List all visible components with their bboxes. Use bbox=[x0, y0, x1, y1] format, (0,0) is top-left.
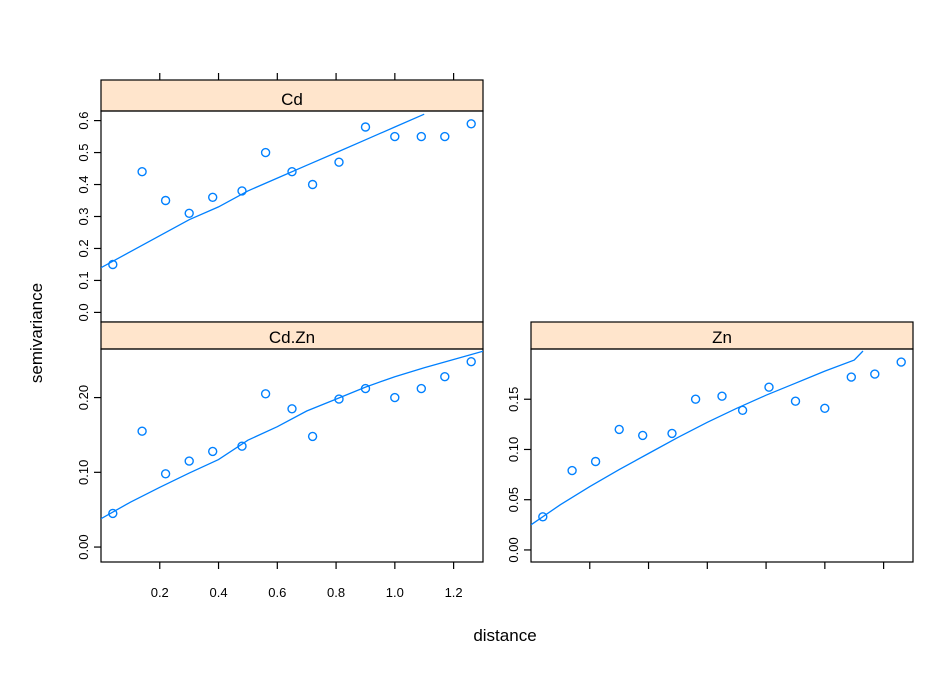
data-point-cd-zn bbox=[237, 441, 247, 451]
y-tick-label-cd: 0.6 bbox=[76, 112, 91, 130]
data-point-cd bbox=[466, 119, 476, 129]
panel-box-zn bbox=[530, 348, 914, 563]
data-point-cd-zn bbox=[137, 426, 147, 436]
panel-box-cd bbox=[100, 110, 484, 323]
data-point-zn bbox=[638, 430, 648, 441]
y-tick-label-cd: 0.4 bbox=[76, 175, 91, 193]
data-point-zn bbox=[896, 357, 906, 367]
x-tick-label: 0.2 bbox=[151, 585, 169, 600]
y-tick-label-zn: 0.10 bbox=[506, 437, 521, 462]
data-point-zn bbox=[820, 403, 830, 413]
data-point-zn bbox=[567, 465, 577, 476]
y-tick-label-cd-zn: 0.20 bbox=[76, 385, 91, 410]
panel-box-cd-zn bbox=[100, 348, 484, 563]
y-tick-label-cd: 0.5 bbox=[76, 144, 91, 162]
y-tick-label-cd: 0.1 bbox=[76, 271, 91, 289]
y-axis-title: semivariance bbox=[27, 283, 46, 383]
data-point-cd bbox=[416, 131, 426, 142]
data-point-cd-zn bbox=[287, 404, 297, 414]
x-tick-label: 0.4 bbox=[209, 585, 227, 600]
x-tick-label: 0.8 bbox=[327, 585, 345, 600]
data-point-cd bbox=[184, 208, 194, 219]
data-point-cd-zn bbox=[108, 508, 118, 519]
data-point-cd-zn bbox=[260, 389, 271, 399]
model-curve-zn bbox=[531, 350, 864, 526]
x-tick-label: 1.2 bbox=[445, 585, 463, 600]
data-point-zn bbox=[667, 428, 677, 439]
data-point-zn bbox=[846, 372, 856, 382]
data-point-cd bbox=[137, 166, 147, 177]
y-tick-label-zn: 0.05 bbox=[506, 487, 521, 512]
data-point-zn bbox=[590, 456, 601, 467]
strip-label-cd-zn: Cd.Zn bbox=[269, 328, 315, 347]
data-point-cd bbox=[160, 195, 171, 206]
data-point-zn bbox=[538, 512, 548, 522]
data-point-zn bbox=[764, 382, 774, 392]
strip-cd bbox=[100, 79, 484, 112]
strip-zn bbox=[530, 321, 914, 350]
data-point-cd-zn bbox=[360, 383, 371, 394]
strip-label-zn: Zn bbox=[712, 328, 732, 347]
data-point-cd bbox=[360, 122, 371, 132]
data-point-cd-zn bbox=[184, 456, 194, 466]
y-tick-label-cd: 0.2 bbox=[76, 239, 91, 257]
model-curve-cd bbox=[101, 113, 425, 269]
x-axis-title: distance bbox=[473, 626, 536, 645]
data-point-cd-zn bbox=[440, 372, 450, 382]
data-point-cd bbox=[108, 259, 118, 270]
y-tick-label-cd-zn: 0.00 bbox=[76, 534, 91, 559]
data-point-zn bbox=[717, 391, 727, 401]
y-tick-label-cd-zn: 0.10 bbox=[76, 460, 91, 485]
data-point-cd-zn bbox=[334, 394, 344, 404]
data-point-cd bbox=[207, 192, 218, 203]
data-point-cd-zn bbox=[160, 469, 171, 479]
data-point-cd-zn bbox=[416, 383, 426, 394]
data-point-cd bbox=[307, 179, 318, 190]
data-point-cd-zn bbox=[390, 392, 400, 403]
data-point-zn bbox=[790, 396, 801, 406]
y-tick-label-zn: 0.00 bbox=[506, 537, 521, 562]
data-point-cd-zn bbox=[307, 431, 318, 442]
data-point-zn bbox=[690, 394, 701, 404]
data-point-cd-zn bbox=[207, 446, 218, 457]
x-tick-label: 1.0 bbox=[386, 585, 404, 600]
y-tick-label-zn: 0.15 bbox=[506, 387, 521, 412]
strip-label-cd: Cd bbox=[281, 90, 303, 109]
data-point-cd bbox=[390, 131, 400, 142]
panels-layer: Cd Cd.Zn Zn bbox=[100, 79, 914, 563]
data-point-cd bbox=[440, 131, 450, 142]
data-point-cd bbox=[334, 157, 344, 167]
model-curve-cd-zn bbox=[101, 350, 483, 520]
y-tick-label-cd: 0.0 bbox=[76, 303, 91, 321]
y-tick-label-cd: 0.3 bbox=[76, 207, 91, 225]
data-point-zn bbox=[737, 405, 748, 415]
data-point-zn bbox=[614, 424, 624, 435]
x-tick-label: 0.6 bbox=[268, 585, 286, 600]
data-point-cd-zn bbox=[466, 357, 476, 367]
axes-layer: 0.0 0.1 0.2 0.3 0.4 0.5 0.6 0.00 0.10 0.20 0.00 0.0… bbox=[76, 73, 885, 600]
data-point-zn bbox=[870, 369, 880, 379]
data-point-cd bbox=[287, 166, 297, 177]
data-point-cd bbox=[260, 147, 271, 158]
strip-cd-zn bbox=[100, 321, 484, 350]
data-point-cd bbox=[237, 186, 247, 196]
